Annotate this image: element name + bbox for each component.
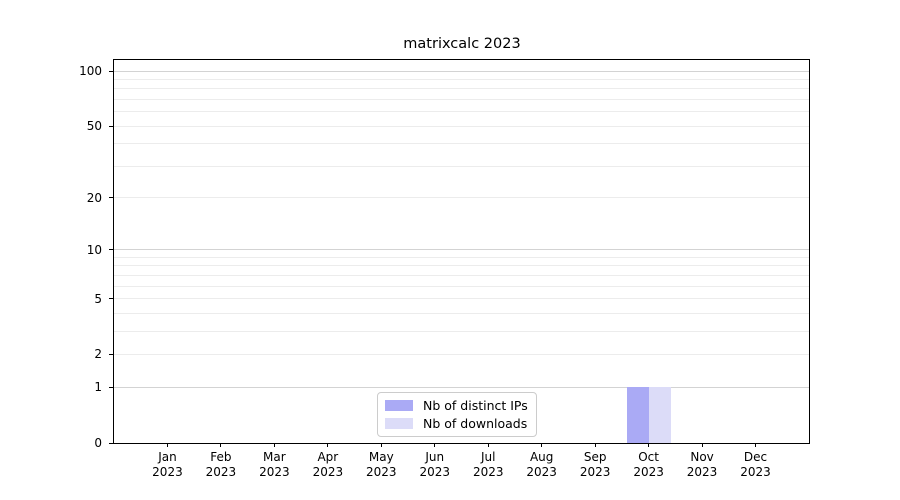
x-tick — [541, 443, 543, 447]
y-gridline-minor — [114, 298, 809, 300]
x-tick-label: Dec 2023 — [740, 450, 771, 479]
x-tick-label: Mar 2023 — [259, 450, 290, 479]
x-tick — [434, 443, 436, 447]
x-tick — [380, 443, 382, 447]
y-gridline-minor — [114, 256, 809, 258]
x-tick-label: Jan 2023 — [152, 450, 183, 479]
legend-swatch-downloads — [385, 418, 413, 429]
legend: Nb of distinct IPs Nb of downloads — [377, 392, 537, 437]
y-tick — [109, 353, 113, 355]
x-tick — [166, 443, 168, 447]
y-gridline-minor — [114, 274, 809, 276]
x-tick — [273, 443, 275, 447]
legend-label-distinct-ips: Nb of distinct IPs — [423, 398, 528, 413]
legend-item-downloads: Nb of downloads — [385, 416, 528, 431]
y-gridline-minor — [114, 330, 809, 332]
x-tick-label: Feb 2023 — [205, 450, 237, 479]
chart-title: matrixcalc 2023 — [403, 36, 521, 52]
y-tick — [109, 197, 113, 199]
y-tick-label: 100 — [79, 64, 102, 79]
x-tick-label: Aug 2023 — [526, 450, 557, 479]
y-tick — [109, 70, 113, 72]
y-gridline-minor — [114, 143, 809, 145]
bar-nb-of-distinct-ips-oct — [626, 387, 649, 443]
x-tick-label: Jul 2023 — [472, 450, 504, 479]
x-tick — [594, 443, 596, 447]
y-tick-label: 50 — [86, 119, 102, 134]
y-tick — [109, 249, 113, 251]
bar-nb-of-downloads-oct — [648, 387, 671, 443]
x-tick-label: May 2023 — [366, 450, 397, 479]
y-gridline-minor — [114, 285, 809, 287]
y-gridline-minor — [114, 125, 809, 127]
y-tick-label: 10 — [86, 242, 102, 257]
y-gridline-major — [114, 386, 809, 388]
x-tick — [648, 443, 650, 447]
x-tick — [701, 443, 703, 447]
y-gridline-minor — [114, 79, 809, 81]
y-gridline-minor — [114, 111, 809, 113]
x-tick-label: Sep 2023 — [579, 450, 611, 479]
x-tick — [755, 443, 757, 447]
x-tick-label: Oct 2023 — [633, 450, 664, 479]
y-tick-label: 2 — [94, 347, 102, 362]
y-tick — [109, 298, 113, 300]
y-gridline-major — [114, 249, 809, 251]
y-gridline-minor — [114, 197, 809, 199]
plot-area — [113, 59, 810, 444]
y-gridline-minor — [114, 265, 809, 267]
y-tick — [109, 386, 113, 388]
y-gridline-minor — [114, 88, 809, 90]
y-tick-label: 20 — [86, 190, 102, 205]
x-tick — [487, 443, 489, 447]
legend-item-distinct-ips: Nb of distinct IPs — [385, 398, 528, 413]
y-gridline-minor — [114, 165, 809, 167]
x-tick — [327, 443, 329, 447]
y-tick-label: 1 — [94, 380, 102, 395]
y-gridline-minor — [114, 99, 809, 101]
y-tick — [109, 442, 113, 444]
y-gridline-minor — [114, 312, 809, 314]
x-tick-label: Apr 2023 — [312, 450, 344, 479]
x-tick-label: Jun 2023 — [419, 450, 451, 479]
y-tick — [109, 125, 113, 127]
y-tick-label: 5 — [94, 291, 102, 306]
legend-swatch-distinct-ips — [385, 400, 413, 411]
y-gridline-minor — [114, 353, 809, 355]
legend-label-downloads: Nb of downloads — [423, 416, 528, 431]
y-gridline-major — [114, 70, 809, 72]
x-tick — [220, 443, 222, 447]
y-tick-label: 0 — [94, 436, 102, 450]
x-tick-label: Nov 2023 — [686, 450, 718, 479]
